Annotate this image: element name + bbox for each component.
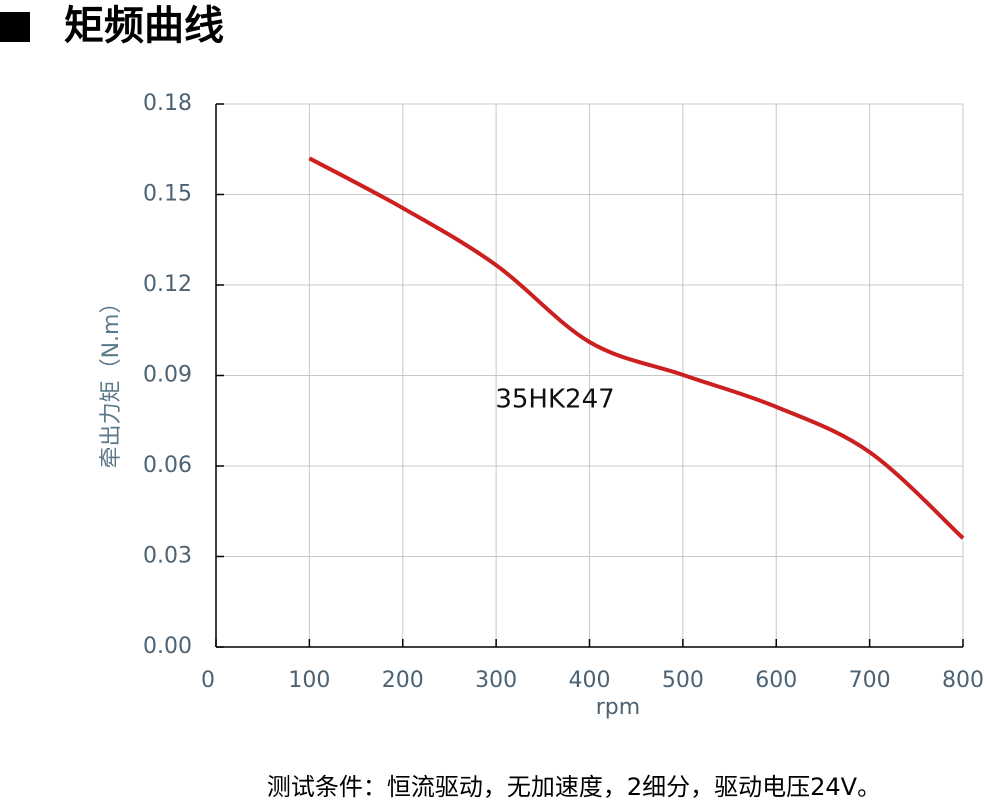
x-tick-label: 600 — [755, 668, 797, 693]
y-tick-label: 0.15 — [143, 182, 192, 207]
y-tick-label: 0.00 — [143, 634, 192, 659]
x-tick-label: 0 — [201, 668, 215, 693]
x-tick-label: 400 — [569, 668, 611, 693]
caption: 测试条件：恒流驱动，无加速度，2细分，驱动电压24V。 — [267, 773, 881, 801]
line-series — [308, 156, 965, 540]
x-tick-label: 300 — [475, 668, 517, 693]
y-tick-label: 0.03 — [143, 544, 192, 569]
y-tick-label: 0.06 — [143, 453, 192, 478]
y-tick-label: 0.09 — [143, 363, 192, 388]
y-tick-label: 0.12 — [143, 272, 192, 297]
title-marker — [0, 12, 30, 42]
series-label: 35HK247 — [495, 385, 614, 415]
chart-title: 矩频曲线 — [64, 3, 224, 49]
x-tick-label: 200 — [382, 668, 424, 693]
x-tick-label: 500 — [662, 668, 704, 693]
x-tick-label: 100 — [288, 668, 330, 693]
y-axis-label: 牵出力矩（N.m） — [99, 292, 124, 469]
x-tick-label: 700 — [849, 668, 891, 693]
x-axis-label: rpm — [596, 695, 640, 720]
x-tick-label: 800 — [942, 668, 984, 693]
y-tick-label: 0.18 — [143, 91, 192, 116]
